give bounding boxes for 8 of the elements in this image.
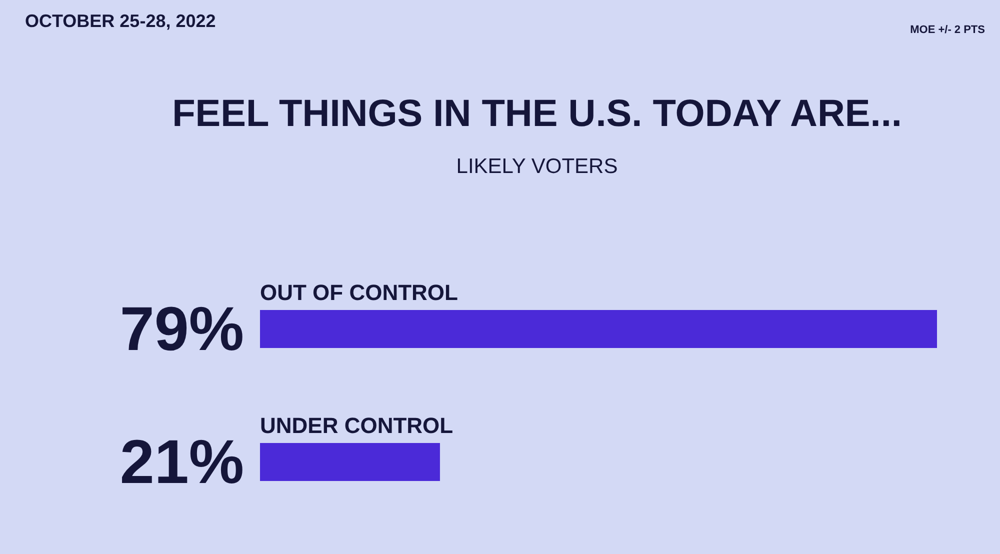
y-tick-label: OUT OF CONTROL <box>260 280 458 305</box>
data-label: 21% <box>120 428 244 497</box>
text: OCTOBER 25-28, 2022 <box>25 11 216 31</box>
text: MOE +/- 2 PTS <box>910 24 985 36</box>
chart-title: FEEL THINGS IN THE U.S. TODAY ARE... <box>172 93 902 135</box>
y-tick-label: UNDER CONTROL <box>260 413 454 438</box>
data-label: 79% <box>120 295 244 364</box>
chart-subtitle: LIKELY VOTERS <box>456 155 618 178</box>
